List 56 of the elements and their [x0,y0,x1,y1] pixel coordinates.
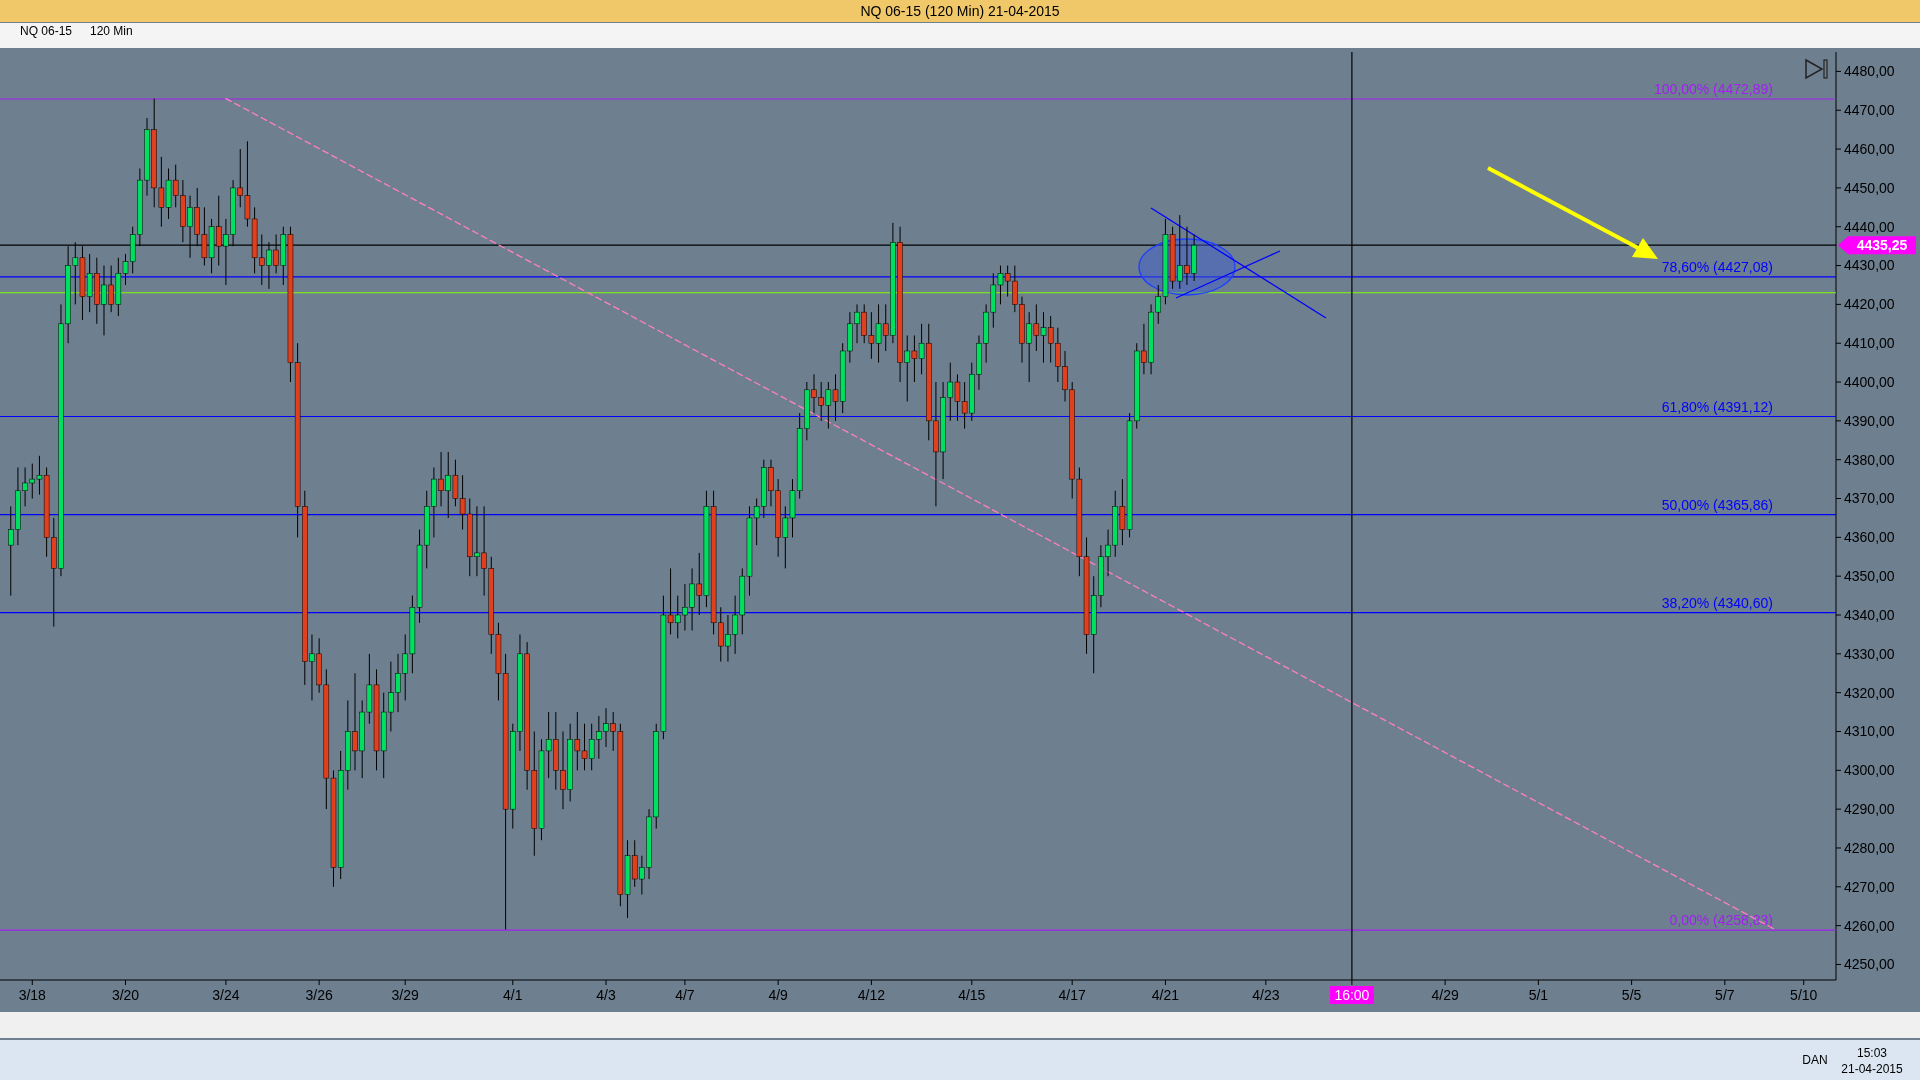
x-tick-label: 16:00 [1334,987,1370,1003]
x-tick-label: 3/18 [18,987,47,1003]
y-tick-label: 4480,00 [1844,63,1895,80]
y-tick-label: 4470,00 [1844,102,1895,119]
y-tick-label: 4440,00 [1844,218,1895,235]
x-tick-label: 5/7 [1715,987,1735,1003]
y-tick-label: 4380,00 [1844,451,1895,468]
y-tick-label: 4360,00 [1844,529,1895,546]
y-tick-label: 4290,00 [1844,801,1895,818]
x-tick-label: 4/12 [857,987,886,1003]
text: 21-04-2015 [1841,1062,1904,1076]
y-tick-label: 4400,00 [1844,373,1895,390]
text: 15:03 [1856,1046,1888,1060]
y-tick-label: 4270,00 [1844,878,1895,895]
x-tick-label: 4/1 [503,987,523,1003]
x-tick-label: 4/15 [958,987,986,1003]
y-tick-label: 4260,00 [1844,917,1895,934]
x-tick-label: 5/10 [1790,987,1818,1003]
ref-line-label: 38,20% (4340,60) [1661,594,1773,611]
ref-line-label: 50,00% (4365,86) [1661,496,1773,513]
chart-title: NQ 06-15 (120 Min) 21-04-2015 [860,3,1060,19]
text: NQ 06-15 [20,24,73,38]
y-tick-label: 4320,00 [1844,684,1895,701]
x-tick-label: 4/21 [1151,987,1180,1003]
ref-line-label: 61,80% (4391,12) [1661,398,1773,415]
x-tick-label: 5/1 [1528,987,1549,1003]
x-tick-label: 4/9 [768,987,789,1003]
y-tick-label: 4450,00 [1844,179,1895,196]
y-tick-label: 4410,00 [1844,335,1895,352]
y-tick-label: 4330,00 [1844,645,1895,662]
y-tick-label: 4280,00 [1844,839,1895,856]
x-tick-label: 3/24 [212,987,240,1003]
y-tick-label: 4460,00 [1844,140,1895,157]
y-tick-label: 4370,00 [1844,490,1895,507]
x-tick-label: 4/29 [1431,987,1459,1003]
y-tick-label: 4430,00 [1844,257,1895,274]
ref-line-label: 4435,25 [1856,237,1908,254]
x-tick-label: 4/17 [1058,987,1087,1003]
x-tick-label: 4/23 [1252,987,1280,1003]
x-tick-label: 3/20 [111,987,140,1003]
y-tick-label: 4310,00 [1844,723,1895,740]
y-tick-label: 4340,00 [1844,606,1895,623]
ref-line-label: 78,60% (4427,08) [1661,258,1773,275]
y-tick-label: 4300,00 [1844,762,1895,779]
y-tick-label: 4390,00 [1844,412,1895,429]
x-tick-label: 3/26 [305,987,333,1003]
x-tick-label: 4/7 [675,987,695,1003]
ref-line-label: 100,00% (4472,89) [1653,81,1773,98]
y-tick-label: 4250,00 [1844,956,1895,973]
x-tick-label: 4/3 [596,987,616,1003]
text: 120 Min [90,24,133,38]
x-tick-label: 5/5 [1621,987,1642,1003]
x-tick-label: 3/29 [391,987,420,1003]
y-tick-label: 4420,00 [1844,296,1895,313]
y-tick-label: 4350,00 [1844,568,1895,585]
text: DAN [1802,1053,1828,1067]
